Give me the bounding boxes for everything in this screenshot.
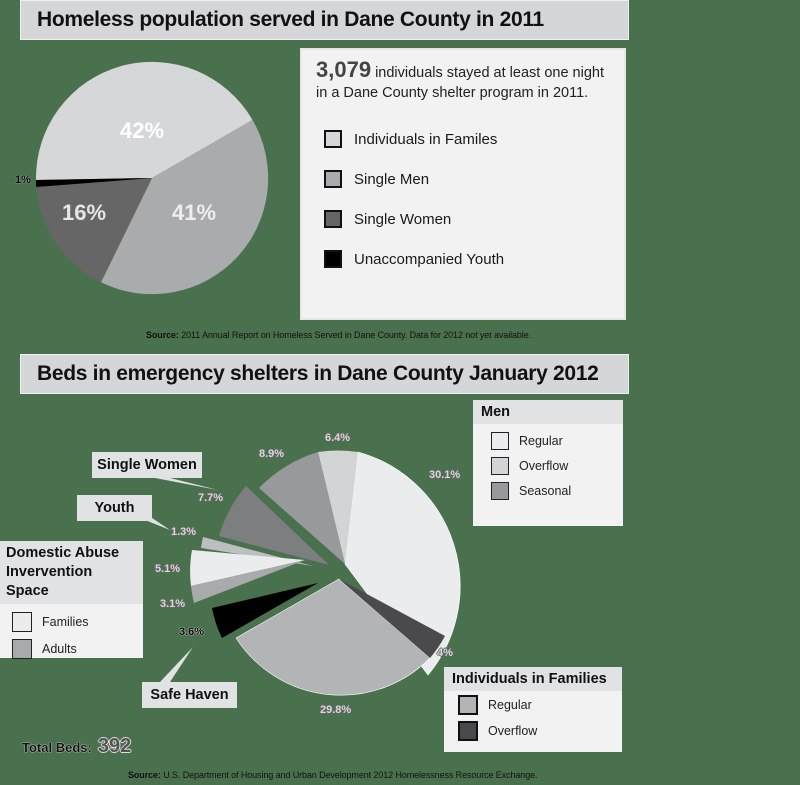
pie2-label-families-overflow: 4%	[437, 647, 453, 659]
pie2-label-single-women: 7.7%	[198, 492, 224, 504]
legend-item-youth: Unaccompanied Youth	[324, 250, 504, 268]
stat-summary: 3,079 individuals stayed at least one nig…	[316, 57, 616, 103]
pie2-label-men-seasonal: 8.9%	[259, 448, 285, 460]
pie2-label-dais-adults: 3.1%	[160, 598, 186, 610]
dais-legend-title: Domestic Abuse Invervention Space	[0, 541, 143, 604]
source-text: 2011 Annual Report on Homeless Served in…	[181, 330, 532, 340]
total-beds: Total Beds: 392	[22, 735, 131, 758]
men-legend-title: Men	[473, 400, 623, 424]
pie2-group-families	[235, 578, 445, 696]
legend-label: Single Men	[354, 170, 430, 188]
legend-item-single-men: Single Men	[324, 170, 429, 188]
stat-description: individuals stayed at least one night in…	[316, 65, 604, 101]
chart1-title-text: Homeless population served in Dane Count…	[37, 8, 544, 31]
legend-label: Families	[42, 615, 89, 629]
swatch-dais-families	[12, 612, 32, 632]
pie2-label-youth: 1.3%	[171, 526, 197, 538]
callout-pointer-women	[155, 478, 218, 490]
pie2-slice-families-regular	[235, 578, 431, 696]
callout-pointer-youth	[140, 518, 170, 530]
dais-title-line1: Domestic Abuse	[6, 545, 120, 561]
pie2-label-safe-haven: 3.6%	[179, 626, 205, 638]
families-legend-overflow: Overflow	[458, 721, 622, 741]
pie2-label-men-overflow: 6.4%	[325, 432, 351, 444]
source-text: U.S. Department of Housing and Urban Dev…	[163, 770, 538, 780]
swatch-families-overflow	[458, 721, 478, 741]
pie2	[190, 450, 461, 696]
legend-item-single-women: Single Women	[324, 210, 451, 228]
men-legend-regular: Regular	[491, 432, 623, 450]
callout-youth: Youth	[77, 495, 152, 521]
pie2-slice-men-seasonal	[259, 452, 345, 564]
swatch-men-seasonal	[491, 482, 509, 500]
pie2-slice-dais-families	[190, 550, 305, 586]
legend-label: Overflow	[519, 459, 569, 473]
chart2-title: Beds in emergency shelters in Dane Count…	[20, 354, 629, 394]
legend-item-families: Individuals in Familes	[324, 130, 497, 148]
stat-number: 3,079	[316, 57, 372, 82]
legend-label: Single Women	[354, 210, 452, 228]
dais-legend: Domestic Abuse Invervention Space Famili…	[0, 541, 143, 659]
pie1-slice-men	[101, 120, 269, 295]
pie1-slice-women	[36, 178, 153, 283]
legend-swatch-single-women	[324, 210, 342, 228]
callout-pointer-safe-haven	[160, 647, 193, 682]
chart1-source: Source: 2011 Annual Report on Homeless S…	[146, 330, 531, 340]
pie1-label-men: 41%	[172, 200, 217, 225]
legend-label: Seasonal	[519, 484, 572, 498]
swatch-families-regular	[458, 695, 478, 715]
callout-safe-haven: Safe Haven	[142, 682, 237, 708]
pie2-slice-families-overflow	[339, 579, 445, 658]
men-legend-overflow: Overflow	[491, 457, 623, 475]
swatch-men-regular	[491, 432, 509, 450]
pie1-slice-youth	[35, 178, 152, 187]
swatch-dais-adults	[12, 639, 32, 659]
families-legend: Individuals in Families Regular Overflow	[444, 667, 622, 752]
legend-swatch-families	[324, 130, 342, 148]
families-legend-title: Individuals in Families	[444, 667, 622, 691]
legend-label: Adults	[42, 642, 77, 656]
pie2-slice-dais-adults	[191, 560, 305, 603]
pie2-slice-men-overflow	[318, 450, 358, 564]
legend-label: Regular	[488, 698, 532, 712]
chart2-source: Source: U.S. Department of Housing and U…	[128, 770, 538, 780]
legend-label: Unaccompanied Youth	[354, 250, 505, 268]
pie2-label-families-regular: 29.8%	[320, 704, 352, 716]
pie2-slice-single-women	[219, 486, 329, 565]
legend-label: Individuals in Familes	[354, 130, 498, 148]
men-legend-seasonal: Seasonal	[491, 482, 623, 500]
swatch-men-overflow	[491, 457, 509, 475]
pie1-slice-families	[35, 61, 253, 180]
pie1-label-youth: 1%	[15, 174, 31, 186]
pie2-slice-safe-haven	[212, 583, 318, 638]
legend-swatch-single-men	[324, 170, 342, 188]
pie1-label-women: 16%	[62, 200, 107, 225]
pie2-slice-men-regular	[344, 451, 461, 676]
legend-label: Overflow	[488, 724, 538, 738]
pie1	[35, 61, 269, 295]
pie1-label-families: 42%	[120, 118, 165, 143]
chart1-title: Homeless population served in Dane Count…	[20, 0, 629, 40]
families-legend-regular: Regular	[458, 695, 622, 715]
total-beds-value: 392	[97, 735, 132, 757]
callout-single-women: Single Women	[92, 452, 202, 478]
chart1-legend-panel: 3,079 individuals stayed at least one nig…	[300, 48, 626, 320]
pie2-group-men	[259, 450, 461, 676]
dais-legend-families: Families	[12, 612, 143, 632]
dais-title-line2: Invervention Space	[6, 564, 93, 599]
legend-label: Regular	[519, 434, 563, 448]
men-legend: Men Regular Overflow Seasonal	[473, 400, 623, 526]
source-label: Source:	[146, 330, 179, 340]
total-beds-label: Total Beds:	[22, 740, 92, 755]
legend-swatch-youth	[324, 250, 342, 268]
chart2-title-text: Beds in emergency shelters in Dane Count…	[37, 362, 599, 385]
pie2-label-men-regular: 30.1%	[429, 469, 461, 481]
pie2-label-dais-families: 5.1%	[155, 563, 181, 575]
source-label: Source:	[128, 770, 161, 780]
dais-legend-adults: Adults	[12, 639, 143, 659]
